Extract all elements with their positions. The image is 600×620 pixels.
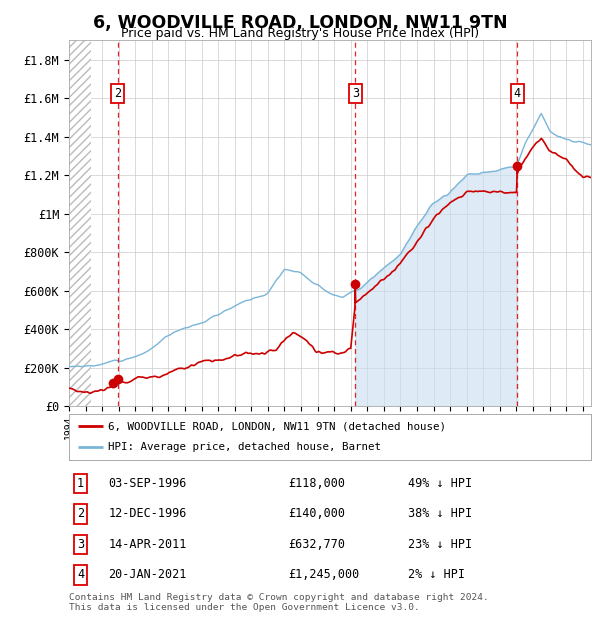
Text: 3: 3	[77, 538, 84, 551]
Text: 49% ↓ HPI: 49% ↓ HPI	[409, 477, 472, 490]
Text: 3: 3	[352, 87, 359, 100]
Text: 23% ↓ HPI: 23% ↓ HPI	[409, 538, 472, 551]
Text: 03-SEP-1996: 03-SEP-1996	[108, 477, 187, 490]
Text: £118,000: £118,000	[288, 477, 345, 490]
Text: 4: 4	[514, 87, 521, 100]
Text: 38% ↓ HPI: 38% ↓ HPI	[409, 508, 472, 520]
Text: £140,000: £140,000	[288, 508, 345, 520]
Text: 20-JAN-2021: 20-JAN-2021	[108, 569, 187, 582]
Text: 2% ↓ HPI: 2% ↓ HPI	[409, 569, 466, 582]
Text: 14-APR-2011: 14-APR-2011	[108, 538, 187, 551]
Text: 2: 2	[77, 508, 84, 520]
Text: £1,245,000: £1,245,000	[288, 569, 359, 582]
Text: Price paid vs. HM Land Registry's House Price Index (HPI): Price paid vs. HM Land Registry's House …	[121, 27, 479, 40]
Text: 1: 1	[77, 477, 84, 490]
Text: 6, WOODVILLE ROAD, LONDON, NW11 9TN: 6, WOODVILLE ROAD, LONDON, NW11 9TN	[92, 14, 508, 32]
Text: Contains HM Land Registry data © Crown copyright and database right 2024.
This d: Contains HM Land Registry data © Crown c…	[69, 593, 489, 612]
Text: £632,770: £632,770	[288, 538, 345, 551]
Text: HPI: Average price, detached house, Barnet: HPI: Average price, detached house, Barn…	[108, 443, 381, 453]
Text: 4: 4	[77, 569, 84, 582]
Text: 2: 2	[115, 87, 121, 100]
Text: 12-DEC-1996: 12-DEC-1996	[108, 508, 187, 520]
Text: 6, WOODVILLE ROAD, LONDON, NW11 9TN (detached house): 6, WOODVILLE ROAD, LONDON, NW11 9TN (det…	[108, 421, 446, 431]
